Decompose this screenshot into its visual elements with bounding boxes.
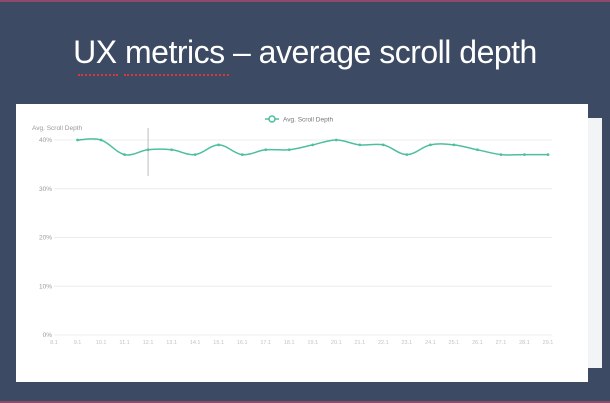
- y-tick-label: 40%: [39, 137, 52, 144]
- x-tick-label: 20.1: [331, 340, 342, 346]
- x-tick-label: 26.1: [472, 340, 483, 346]
- data-point: [334, 138, 338, 142]
- data-point: [217, 143, 221, 147]
- x-tick-label: 19.1: [307, 340, 318, 346]
- x-tick-label: 14.1: [190, 340, 201, 346]
- top-border: [0, 0, 610, 2]
- legend-label: Avg. Scroll Depth: [283, 117, 333, 124]
- line-chart: 0% 10% 20% 30% 40% Avg. Scroll Depth 8.1 9.1 10.…: [32, 115, 554, 346]
- data-point: [476, 148, 479, 152]
- data-point: [264, 148, 268, 152]
- x-tick-label: 12.1: [143, 340, 154, 346]
- data-point: [523, 153, 526, 157]
- data-point: [358, 143, 362, 147]
- data-point: [428, 143, 432, 147]
- data-point: [76, 138, 79, 142]
- data-point: [99, 138, 103, 142]
- data-point: [499, 153, 503, 157]
- data-point: [240, 153, 244, 157]
- data-point: [381, 143, 385, 147]
- x-tick-label: 15.1: [213, 340, 224, 346]
- x-tick-label: 16.1: [237, 340, 248, 346]
- chart-card: 0% 10% 20% 30% 40% Avg. Scroll Depth 8.1 9.1 10.…: [16, 104, 602, 382]
- y-tick-label: 20%: [39, 235, 52, 242]
- x-tick-label: 23.1: [401, 340, 412, 346]
- x-tick-label: 22.1: [378, 340, 389, 346]
- data-point: [170, 148, 174, 152]
- legend-swatch-marker: [268, 115, 276, 123]
- data-point: [311, 143, 315, 147]
- x-tick-label: 25.1: [449, 340, 460, 346]
- x-tick-label: 21.1: [354, 340, 365, 346]
- x-tick-label: 11.1: [119, 340, 129, 346]
- data-point: [287, 148, 291, 152]
- data-point: [123, 153, 126, 157]
- x-tick-label: 28.1: [519, 340, 530, 346]
- y-tick-label: 30%: [39, 186, 52, 193]
- slide-title: UX metrics – average scroll depth: [73, 34, 537, 70]
- y-tick-label: 0%: [43, 332, 53, 339]
- x-tick-label: 8.1: [50, 340, 58, 346]
- data-point: [546, 153, 550, 157]
- data-point: [193, 153, 197, 157]
- x-tick-label: 18.1: [284, 340, 295, 346]
- x-tick-label: 24.1: [425, 340, 436, 346]
- y-tick-label: 10%: [39, 283, 52, 290]
- x-tick-label: 10.1: [96, 340, 107, 346]
- x-tick-label: 29.1: [543, 340, 554, 346]
- spellcheck-underline-metrics: [124, 72, 229, 76]
- x-tick-label: 13.1: [166, 340, 177, 346]
- x-tick-label: 27.1: [496, 340, 507, 346]
- x-tick-label: 9.1: [74, 340, 82, 346]
- data-point: [146, 148, 150, 152]
- data-point: [452, 143, 456, 147]
- bottom-border: [0, 401, 610, 403]
- spellcheck-underline-ux: [78, 72, 118, 76]
- y-axis-label: Avg. Scroll Depth: [32, 125, 82, 132]
- card-shadow-edge: [588, 118, 602, 368]
- data-point: [405, 153, 409, 157]
- x-tick-label: 17.1: [260, 340, 271, 346]
